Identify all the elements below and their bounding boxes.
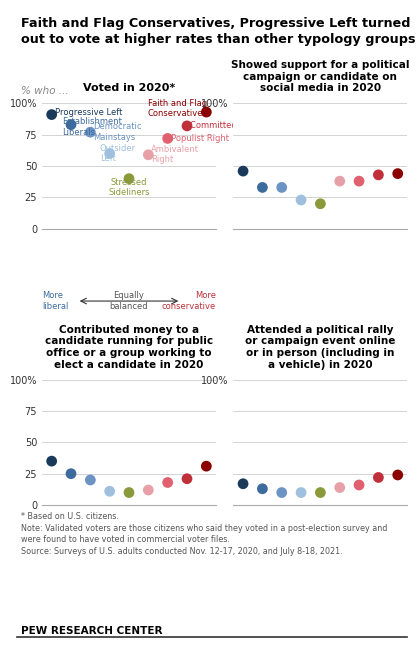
Point [68, 119, 74, 130]
Point [259, 182, 266, 193]
Title: Showed support for a political
campaign or candidate on
social media in 2020: Showed support for a political campaign … [231, 60, 410, 94]
Point [298, 487, 304, 498]
Text: PEW RESEARCH CENTER: PEW RESEARCH CENTER [21, 626, 163, 636]
Point [356, 176, 362, 187]
Point [203, 461, 210, 472]
Title: Voted in 2020*: Voted in 2020* [83, 84, 175, 94]
Text: Establishment
Liberals: Establishment Liberals [62, 118, 122, 137]
Point [240, 478, 247, 489]
Text: Committed Conservatives: Committed Conservatives [190, 121, 299, 130]
Point [203, 107, 210, 118]
Point [145, 484, 152, 495]
Point [375, 169, 382, 180]
Point [356, 480, 362, 490]
Point [106, 148, 113, 159]
Text: % who ...: % who ... [21, 86, 68, 96]
Point [259, 484, 266, 494]
Text: Ambivalent
Right: Ambivalent Right [151, 145, 199, 165]
Point [87, 474, 94, 485]
Title: Contributed money to a
candidate running for public
office or a group working to: Contributed money to a candidate running… [45, 325, 213, 370]
Text: Progressive Left: Progressive Left [55, 108, 122, 116]
Text: Faith and Flag
Conservatives: Faith and Flag Conservatives [147, 98, 207, 118]
Text: Stressed
Sideliners: Stressed Sideliners [108, 178, 150, 197]
Point [375, 472, 382, 483]
Title: Attended a political rally
or campaign event online
or in person (including in
a: Attended a political rally or campaign e… [245, 325, 396, 370]
Text: Populist Right: Populist Right [171, 134, 228, 143]
Point [317, 487, 324, 498]
Point [394, 470, 401, 480]
Text: More
conservative: More conservative [162, 292, 216, 310]
Text: Outsider
Left: Outsider Left [100, 144, 136, 163]
Point [278, 487, 285, 498]
Point [48, 109, 55, 120]
Point [164, 477, 171, 488]
Point [184, 474, 190, 484]
Point [87, 127, 94, 138]
Point [278, 182, 285, 193]
Point [394, 169, 401, 179]
Point [126, 173, 132, 184]
Point [106, 486, 113, 496]
Text: Faith and Flag Conservatives, Progressive Left turned
out to vote at higher rate: Faith and Flag Conservatives, Progressiv… [21, 17, 415, 45]
Point [336, 482, 343, 493]
Text: More
liberal: More liberal [42, 292, 68, 310]
Point [164, 133, 171, 144]
Point [68, 468, 74, 479]
Point [298, 195, 304, 205]
Point [126, 487, 132, 498]
Text: * Based on U.S. citizens.
Note: Validated voters are those citizens who said the: * Based on U.S. citizens. Note: Validate… [21, 512, 387, 556]
Text: Equally
balanced: Equally balanced [110, 292, 148, 310]
Point [317, 199, 324, 209]
Point [240, 166, 247, 177]
Point [145, 149, 152, 160]
Text: Democratic
Mainstays: Democratic Mainstays [93, 122, 142, 142]
Point [48, 456, 55, 466]
Point [336, 176, 343, 187]
Point [184, 120, 190, 131]
